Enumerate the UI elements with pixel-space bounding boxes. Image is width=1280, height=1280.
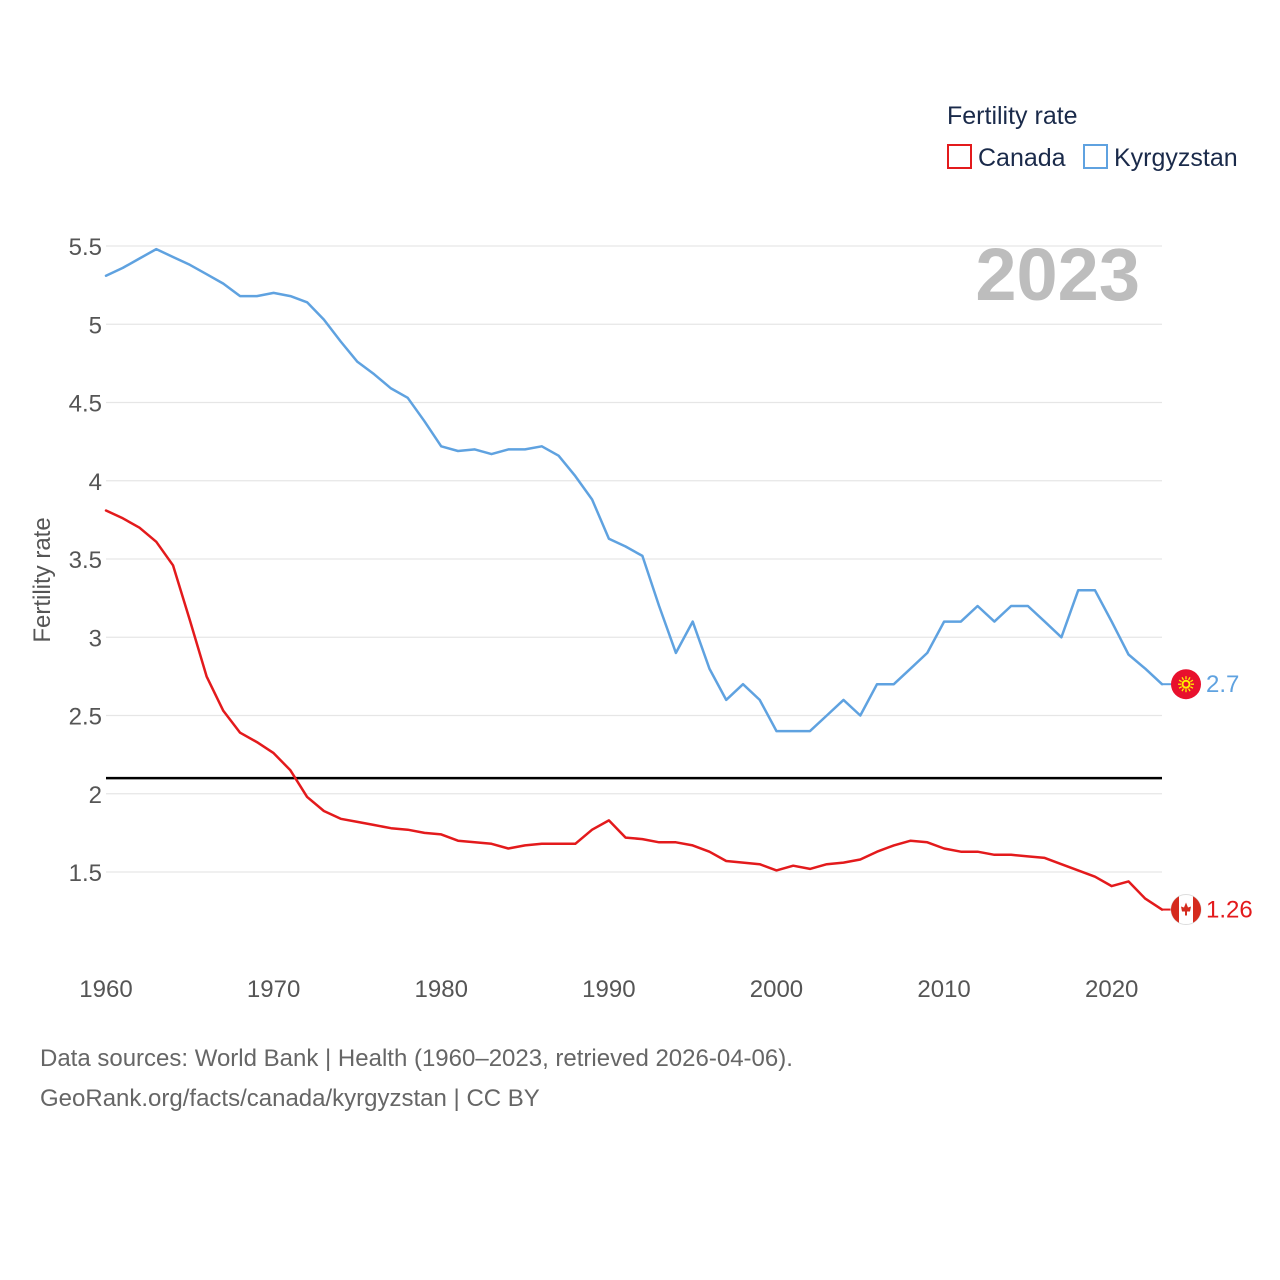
- y-axis-title: Fertility rate: [29, 517, 56, 642]
- x-tick-label: 2000: [750, 976, 803, 1003]
- y-tick-label: 1.5: [69, 860, 102, 887]
- x-tick-label: 1970: [247, 976, 300, 1003]
- footer-attribution: GeoRank.org/facts/canada/kyrgyzstan | CC…: [40, 1085, 540, 1112]
- y-tick-label: 4.5: [69, 391, 102, 418]
- series-end-markers: 1.26 2.7: [1162, 669, 1253, 926]
- series-line-canada[interactable]: [104, 509, 1164, 911]
- y-tick-label: 2: [89, 782, 102, 809]
- y-tick-label: 5.5: [69, 234, 102, 261]
- x-tick-label: 2020: [1085, 976, 1138, 1003]
- footer-sources: Data sources: World Bank | Health (1960–…: [40, 1045, 793, 1072]
- y-tick-label: 4: [89, 469, 102, 496]
- legend: Fertility rate Canada Kyrgyzstan: [947, 102, 1238, 172]
- y-tick-label: 3.5: [69, 547, 102, 574]
- x-axis-ticks: 1960 1970 1980 1990 2000 2010 2020: [79, 976, 1138, 1003]
- grid-lines: [106, 245, 1162, 873]
- end-value-kyrgyzstan: 2.7: [1206, 671, 1239, 698]
- x-tick-label: 2010: [917, 976, 970, 1003]
- legend-swatch-canada[interactable]: [947, 144, 972, 169]
- end-value-canada: 1.26: [1206, 897, 1253, 924]
- legend-swatch-kyrgyzstan[interactable]: [1083, 144, 1108, 169]
- series-line-kyrgyzstan[interactable]: [104, 247, 1164, 733]
- kyrgyzstan-flag-icon: [1171, 669, 1201, 700]
- y-tick-label: 2.5: [69, 704, 102, 731]
- series-lines: [104, 247, 1164, 911]
- y-tick-label: 5: [89, 312, 102, 339]
- y-tick-label: 3: [89, 625, 102, 652]
- legend-title: Fertility rate: [947, 102, 1078, 130]
- x-tick-label: 1980: [415, 976, 468, 1003]
- x-tick-label: 1960: [79, 976, 132, 1003]
- x-tick-label: 1990: [582, 976, 635, 1003]
- year-label: 2023: [975, 233, 1140, 316]
- legend-label-canada[interactable]: Canada: [978, 144, 1066, 172]
- y-axis-ticks: 1.5 2 2.5 3 3.5 4 4.5 5 5.5: [69, 234, 102, 887]
- legend-label-kyrgyzstan[interactable]: Kyrgyzstan: [1114, 144, 1238, 172]
- canada-flag-icon: [1170, 894, 1202, 926]
